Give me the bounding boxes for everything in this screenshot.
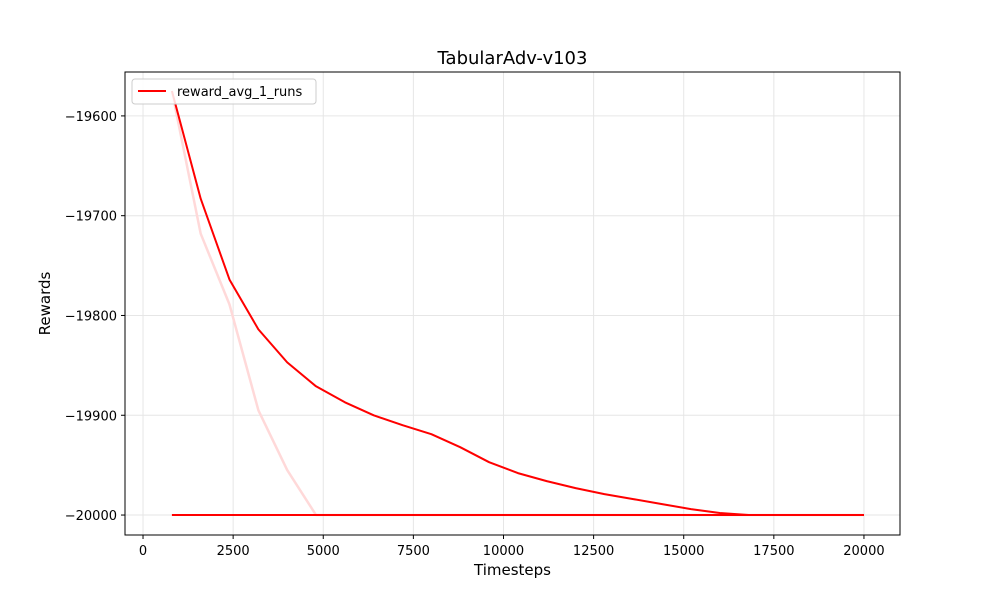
- x-tick-label: 10000: [483, 544, 524, 559]
- y-tick-label: −19900: [65, 409, 117, 424]
- series-group: [170, 90, 864, 517]
- x-tick-label: 12500: [573, 544, 614, 559]
- legend-entry-label: reward_avg_1_runs: [177, 85, 303, 100]
- legend: reward_avg_1_runs: [131, 78, 317, 105]
- y-tick-label: −19600: [65, 110, 117, 125]
- x-tick-label: 0: [139, 544, 147, 559]
- axis-ticks: 0 2500 5000 7500 10000 12500 15000 17500 20000 −1…: [65, 110, 885, 559]
- y-tick-label: −19700: [65, 210, 117, 225]
- y-axis-label: Rewards: [36, 271, 54, 335]
- chart-title: TabularAdv-v103: [437, 48, 588, 69]
- x-axis-label: Timesteps: [473, 561, 551, 579]
- x-tick-label: 2500: [217, 544, 250, 559]
- x-tick-label: 5000: [307, 544, 340, 559]
- x-tick-label: 15000: [663, 544, 704, 559]
- x-tick-label: 20000: [843, 544, 884, 559]
- x-tick-label: 7500: [397, 544, 430, 559]
- x-tick-label: 17500: [753, 544, 794, 559]
- plot-frame: [124, 71, 901, 536]
- y-tick-label: −19800: [65, 309, 117, 324]
- legend-box: [131, 78, 317, 105]
- y-tick-label: −20000: [65, 509, 117, 524]
